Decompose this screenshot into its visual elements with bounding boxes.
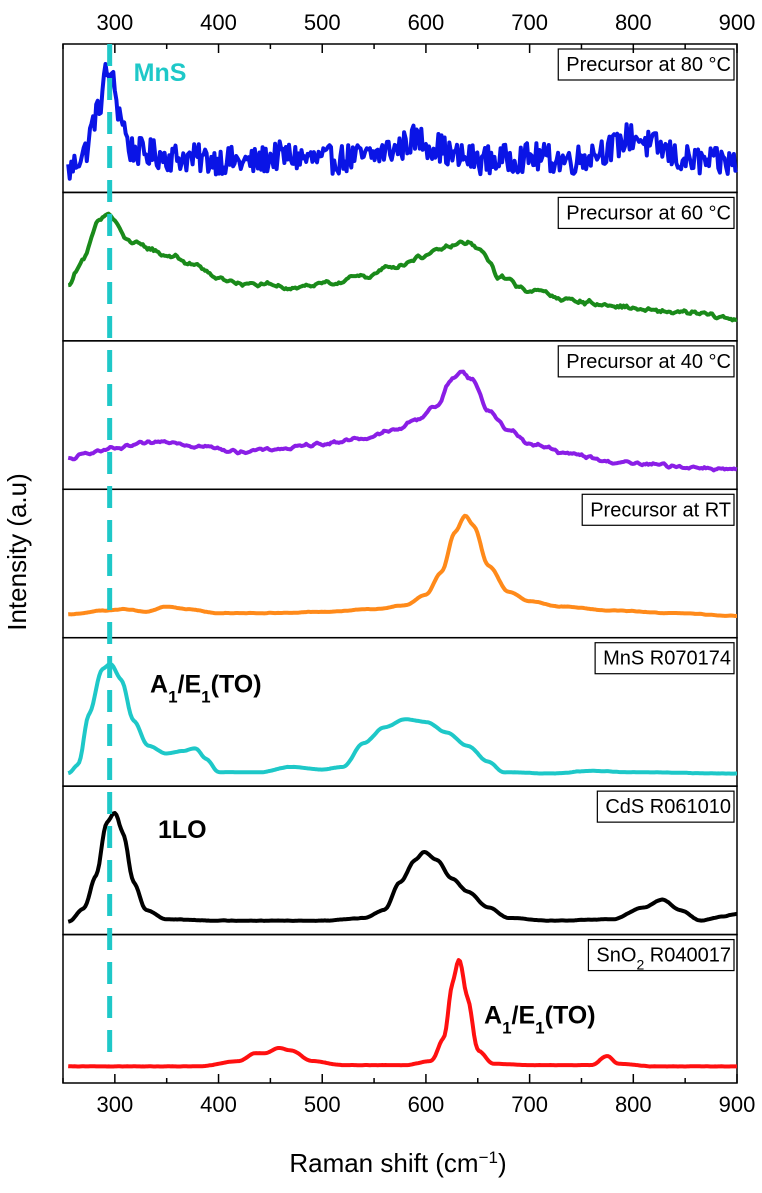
- legend-box: [596, 790, 735, 823]
- series-line-6: [67, 811, 738, 924]
- x-axis-label: Raman shift (cm−1): [289, 1148, 506, 1179]
- x-tick-label-bottom: 600: [408, 1092, 445, 1117]
- x-tick-label-bottom: 900: [719, 1092, 756, 1117]
- series-line-3: [67, 369, 738, 473]
- x-tick-label-top: 800: [615, 10, 652, 35]
- legend-label: Precursor at 80 °C: [566, 54, 731, 76]
- reference-line-group: MnS: [107, 44, 187, 1063]
- panel-3: Precursor at 40 °C: [62, 340, 738, 491]
- panel-frame: [62, 933, 738, 1084]
- legend-label: CdS R061010: [605, 796, 731, 818]
- x-tick-label-bottom: 300: [96, 1092, 133, 1117]
- legend-label: Precursor at RT: [590, 499, 731, 521]
- x-tick-label-top: 500: [304, 10, 341, 35]
- legend-7: SnO2 R040017: [587, 938, 735, 973]
- legend-label: MnS R070174: [603, 648, 731, 670]
- x-ticks: 300 300 400 400 500 500 600 600 700 700 800 800 900 9…: [62, 10, 756, 1117]
- legend-label: Precursor at 60 °C: [566, 202, 731, 224]
- x-tick-label-top: 600: [408, 10, 445, 35]
- panel-5: MnS R070174: [62, 636, 738, 787]
- series-line-7: [67, 958, 738, 1069]
- x-tick-label-bottom: 400: [200, 1092, 237, 1117]
- legend-label: Precursor at 40 °C: [566, 351, 731, 373]
- legend-4: Precursor at RT: [581, 493, 735, 526]
- legend-6: CdS R061010: [596, 790, 735, 823]
- series-line-2: [67, 211, 738, 323]
- legend-5: MnS R070174: [594, 642, 735, 675]
- legend-box: [557, 196, 735, 230]
- legend-box: [594, 642, 735, 675]
- spectra-panels: Precursor at 80 °C Precursor at 60 °C Prec…: [62, 43, 738, 1084]
- x-tick-label-bottom: 800: [615, 1092, 652, 1117]
- y-axis-label: Intensity (a.u): [2, 473, 32, 631]
- legend-box: [581, 493, 735, 526]
- x-tick-label-top: 300: [96, 10, 133, 35]
- reference-label: MnS: [134, 59, 187, 87]
- x-tick-label-top: 700: [511, 10, 548, 35]
- peak-annotation-1: A1/E1(TO): [150, 671, 262, 707]
- legend-3: Precursor at 40 °C: [557, 345, 735, 378]
- legend-label: SnO2 R040017: [596, 945, 731, 973]
- panel-4: Precursor at RT: [62, 488, 738, 639]
- panel-6: CdS R061010: [62, 785, 738, 936]
- legend-box: [557, 48, 735, 81]
- legend-2: Precursor at 60 °C: [557, 196, 735, 230]
- x-tick-label-top: 400: [200, 10, 237, 35]
- x-tick-label-bottom: 700: [511, 1092, 548, 1117]
- panel-7: SnO2 R040017: [62, 933, 738, 1084]
- legend-1: Precursor at 80 °C: [557, 48, 735, 81]
- x-tick-label-bottom: 500: [304, 1092, 341, 1117]
- legend-box: [557, 345, 735, 378]
- series-line-1: [66, 62, 738, 181]
- peak-annotation-3: A1/E1(TO): [484, 1002, 596, 1038]
- series-line-4: [67, 513, 738, 618]
- x-tick-label-top: 900: [719, 10, 756, 35]
- panel-2: Precursor at 60 °C: [62, 191, 738, 342]
- peak-annotation-2: 1LO: [158, 816, 207, 844]
- series-line-5: [67, 662, 738, 776]
- legend-box: [587, 938, 735, 972]
